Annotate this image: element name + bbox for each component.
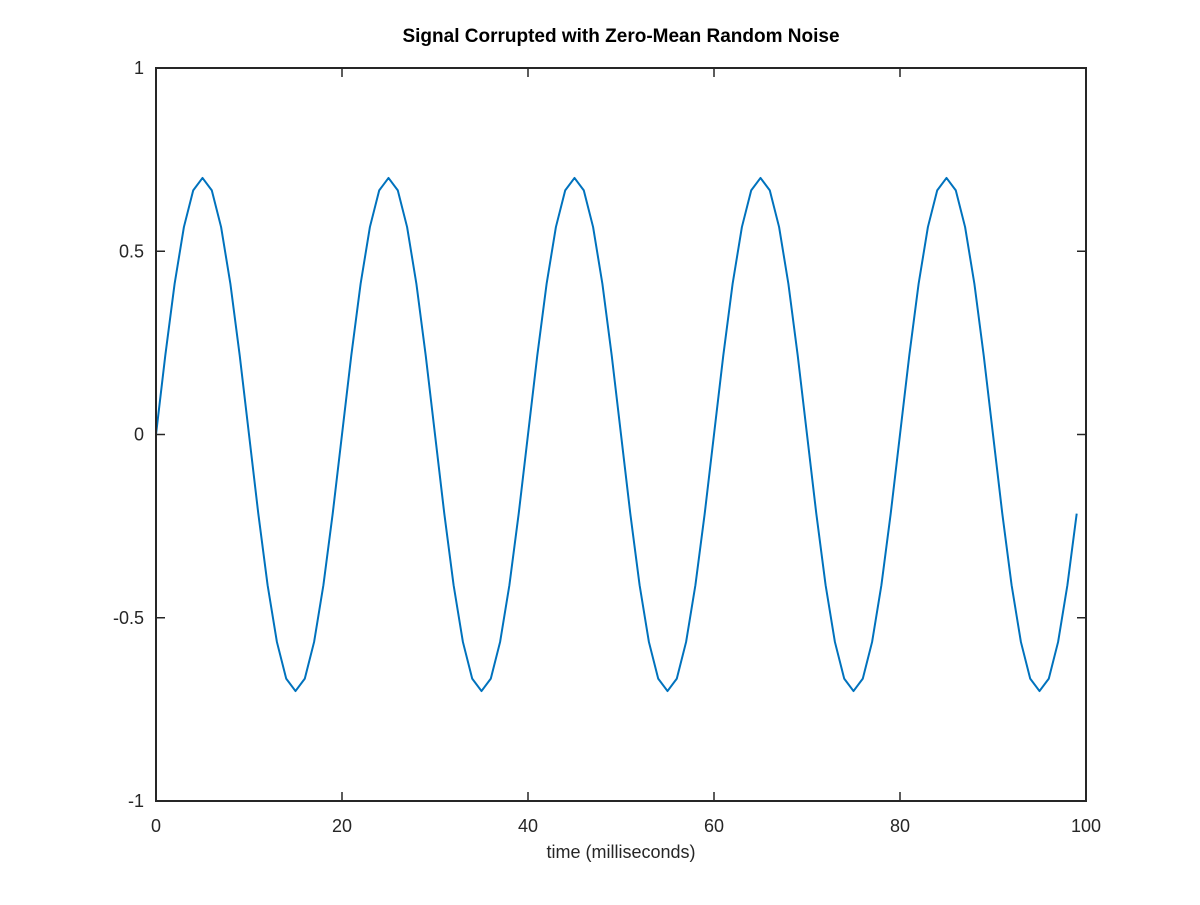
y-tick-label: 0 bbox=[134, 425, 144, 445]
x-tick-label: 100 bbox=[1071, 816, 1101, 836]
y-tick-label: 0.5 bbox=[119, 241, 144, 261]
x-tick-label: 60 bbox=[704, 816, 724, 836]
x-tick-label: 20 bbox=[332, 816, 352, 836]
chart-title: Signal Corrupted with Zero-Mean Random N… bbox=[402, 26, 839, 47]
x-tick-label: 40 bbox=[518, 816, 538, 836]
y-tick-label: -1 bbox=[128, 791, 144, 811]
y-tick-label: -0.5 bbox=[113, 608, 144, 628]
x-axis-label: time (milliseconds) bbox=[546, 842, 695, 862]
x-tick-label: 80 bbox=[890, 816, 910, 836]
y-tick-label: 1 bbox=[134, 58, 144, 78]
x-tick-label: 0 bbox=[151, 816, 161, 836]
